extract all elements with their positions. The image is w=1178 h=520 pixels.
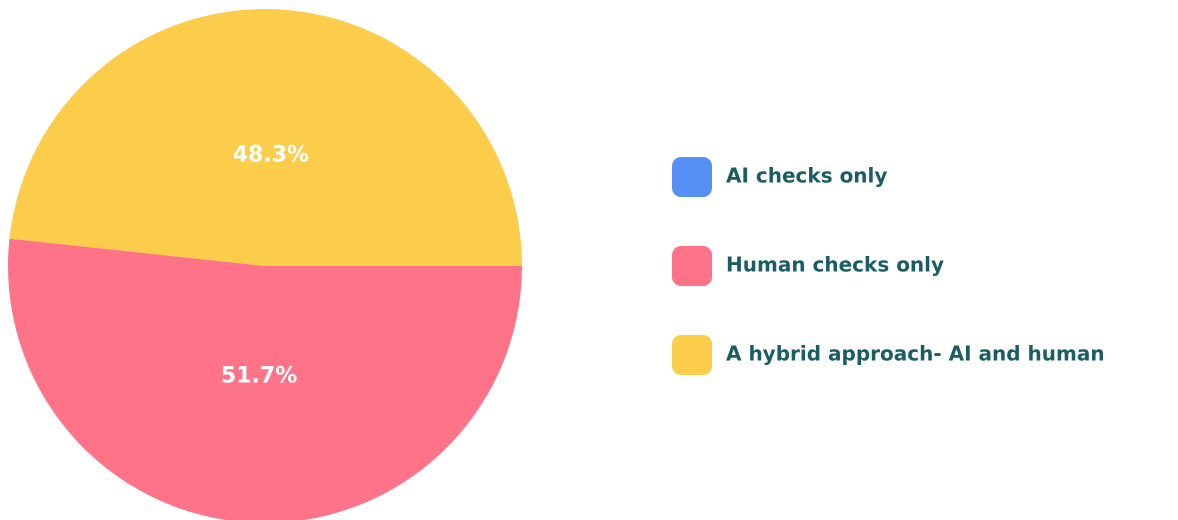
legend-label: A hybrid approach- AI and human [726, 342, 1105, 366]
pie-slice [9, 8, 522, 266]
slice-label: 48.3% [233, 143, 309, 168]
legend-label: AI checks only [726, 164, 887, 188]
legend-swatch [672, 335, 712, 375]
pie-slice [8, 238, 522, 520]
legend-swatch [672, 246, 712, 286]
legend-label: Human checks only [726, 253, 944, 277]
legend-swatch [672, 157, 712, 197]
slice-label: 51.7% [221, 363, 297, 388]
